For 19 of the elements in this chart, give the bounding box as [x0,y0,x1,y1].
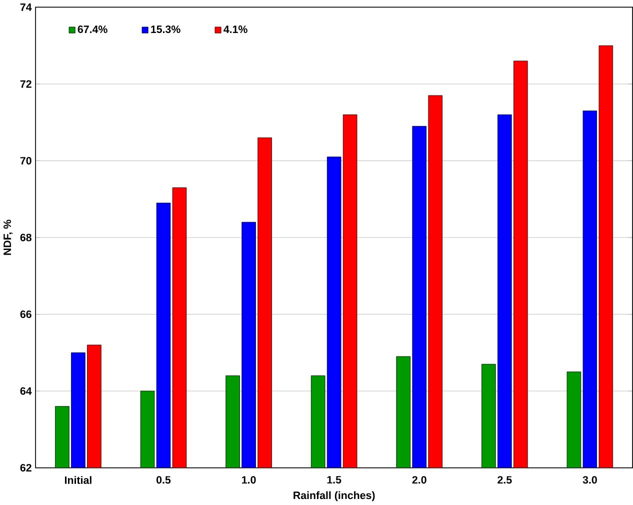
x-tick-label: 2.5 [498,476,512,484]
x-tick-label: 3.0 [582,476,597,484]
y-tick-label: 74 [20,4,32,12]
y-tick-label: 68 [20,234,32,242]
legend-label: 15.3% [151,26,180,34]
y-tick-label: 64 [20,387,32,395]
legend-label: 67.4% [78,26,108,34]
x-tick-label: 1.0 [242,476,256,484]
x-tick-label: 0.5 [156,476,171,484]
x-tick-label: Initial [65,476,92,484]
y-tick-label: 62 [20,464,32,472]
x-tick-label: 1.5 [327,476,342,484]
y-tick-label: 72 [20,80,32,88]
y-tick-label: 66 [20,310,32,318]
x-tick-label: 2.0 [412,476,426,484]
y-tick-label: 70 [20,157,32,165]
y-axis-title: NDF, % [4,220,13,255]
legend-label: 4.1% [224,26,248,34]
x-axis-title: Rainfall (inches) [294,491,375,502]
